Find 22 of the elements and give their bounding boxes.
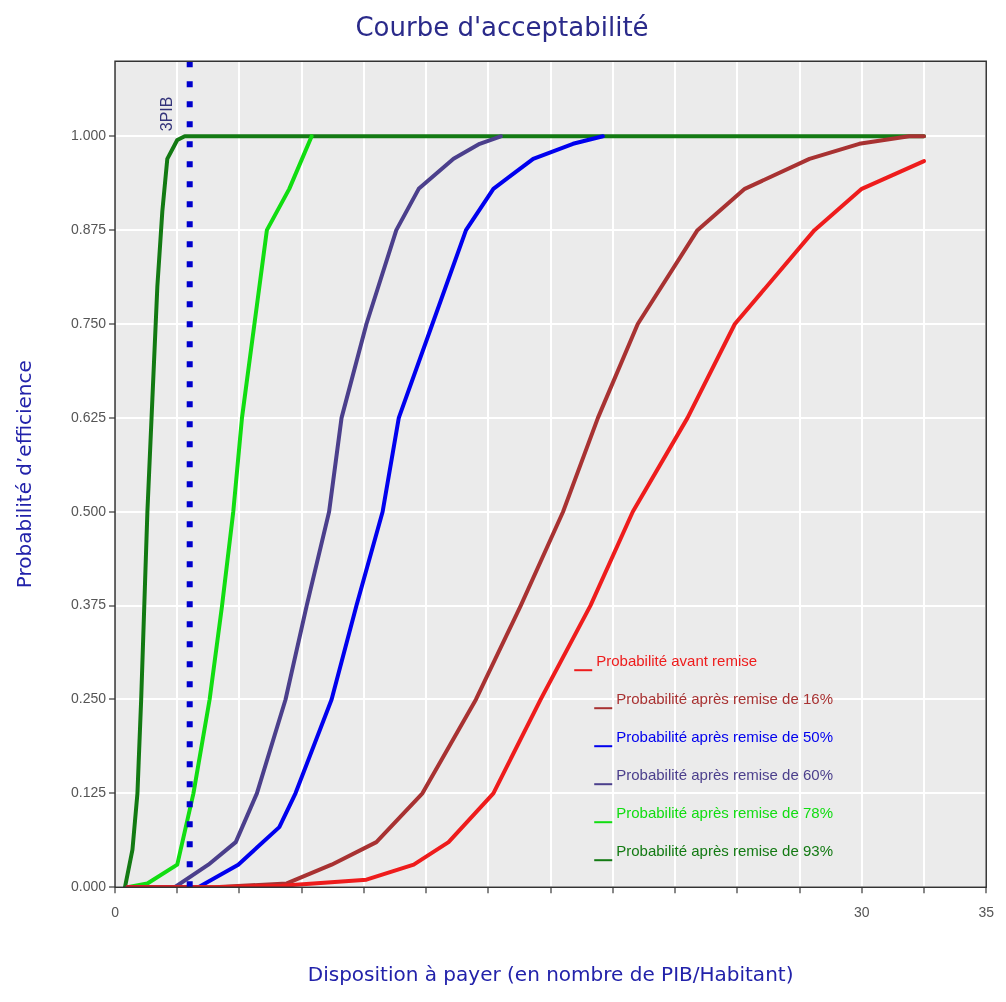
legend-label: Probabilité après remise de 50% (616, 728, 834, 746)
y-tick-label: 1.000 (70, 127, 107, 144)
chart-title: Courbe d'acceptabilité (355, 12, 649, 43)
legend-label: Probabilité après remise de 93% (616, 842, 834, 860)
legend-label: Probabilité après remise de 78% (616, 804, 834, 822)
y-tick-label: 0.000 (70, 878, 107, 895)
y-tick-label: 0.875 (70, 221, 107, 238)
y-tick-label: 0.375 (70, 596, 107, 613)
legend-label: Probabilité après remise de 60% (616, 766, 834, 784)
y-tick-label: 0.750 (70, 314, 107, 331)
x-tick-label: 35 (978, 904, 995, 921)
ref-line-label: 3PIB (158, 96, 176, 132)
legend-label: Probabilité après remise de 16% (616, 690, 834, 708)
x-axis-title: Disposition à payer (en nombre de PIB/Habitant) (307, 962, 794, 987)
x-tick-label: 0 (111, 904, 120, 921)
y-tick-label: 0.625 (70, 408, 107, 425)
y-tick-label: 0.250 (70, 690, 107, 707)
y-tick-label: 0.500 (70, 502, 107, 519)
x-tick-label: 30 (853, 904, 870, 921)
legend-label: Probabilité avant remise (596, 652, 758, 670)
y-tick-label: 0.125 (70, 784, 107, 801)
y-axis-title: Probabilité d’efficience (12, 360, 37, 589)
